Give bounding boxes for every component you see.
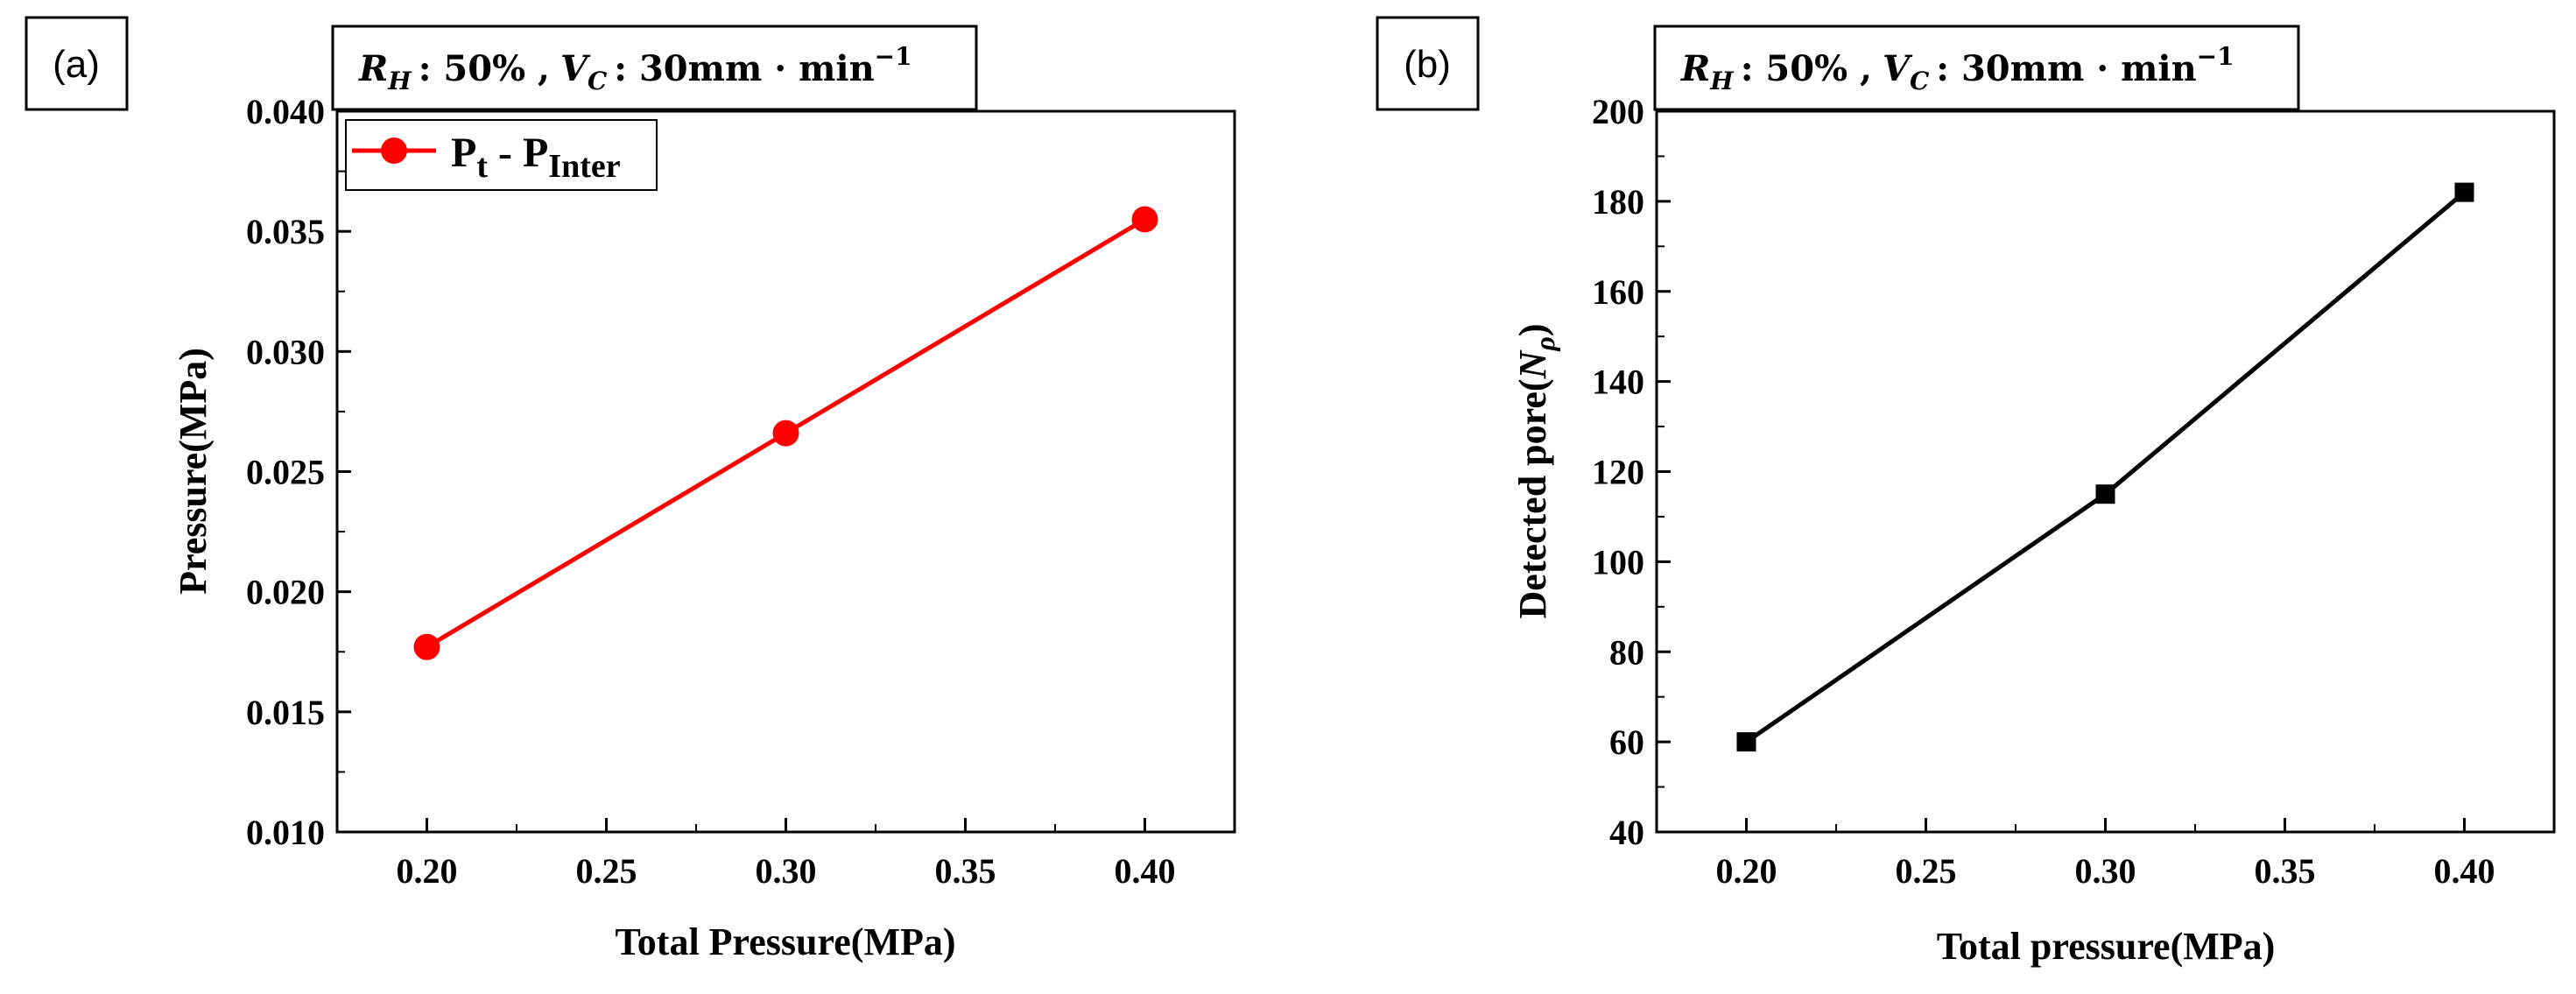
panel-b-data-point [1736, 732, 1756, 752]
panel-a-legend-label: Pt - PInter [451, 130, 621, 185]
panel-b-y-ticks: 40 60 80 100 120 140 160 180 200 [1592, 92, 1671, 852]
panel-b-condition-box [1653, 25, 2300, 111]
panel-b-y-tick-label: 200 [1592, 92, 1644, 131]
panel-b-condition-text: RH: 50% , VC: 30mm · min−1 [1680, 42, 2235, 95]
panel-a-x-tick-label: 0.20 [397, 851, 458, 891]
panel-a-label-box [25, 16, 129, 111]
panel-b-y-tick-label: 140 [1592, 363, 1644, 402]
panel-a-y-tick-label: 0.025 [246, 453, 325, 492]
panel-b-x-tick-label: 0.35 [2255, 851, 2316, 891]
panel-a-condition-text: RH: 50% , VC: 30mm · min−1 [358, 42, 912, 95]
panel-a-data-point [772, 419, 799, 447]
panel-a-plot-frame [335, 109, 1236, 834]
panel-b-y-tick-label: 180 [1592, 182, 1644, 222]
panel-a-y-tick-label: 0.035 [246, 212, 325, 251]
panel-b-y-tick-label: 80 [1609, 632, 1644, 672]
panel-a-y-tick-label: 0.020 [246, 573, 325, 612]
panel-b-label: (b) [1404, 43, 1451, 86]
panel-b-plot-frame [1655, 109, 2556, 834]
panel-a-x-tick-label: 0.25 [576, 851, 637, 891]
panel-a-x-axis-label: Total Pressure(MPa) [615, 920, 955, 963]
panel-a-data-point [413, 633, 440, 660]
panel-b-y-tick-label: 40 [1609, 813, 1644, 852]
panel-a-y-ticks: 0.010 0.015 0.020 0.025 0.030 0.035 0.040 [246, 92, 351, 852]
panel-b-data-point [2095, 484, 2115, 504]
panel-b-x-ticks: 0.20 0.25 0.30 0.35 0.40 [1716, 818, 2495, 891]
panel-b-y-axis-label: Detected pore(Nρ) [1511, 324, 1560, 619]
panel-a: (a) RH: 50% , VC: 30mm · min−1 0.20 0.25 0.… [25, 16, 1236, 963]
panel-a-data-point [1131, 206, 1158, 233]
panel-a-condition-box [331, 25, 978, 111]
panel-b-y-tick-label: 60 [1609, 723, 1644, 762]
panel-a-x-ticks: 0.20 0.25 0.30 0.35 0.40 [397, 818, 1176, 891]
panel-b-x-tick-label: 0.20 [1716, 851, 1777, 891]
panel-a-legend: Pt - PInter [345, 119, 658, 191]
panel-b-x-axis-label: Total pressure(MPa) [1937, 925, 2276, 968]
panel-b-series [1736, 182, 2474, 752]
panel-a-x-tick-label: 0.35 [935, 851, 996, 891]
panel-a-legend-marker [381, 137, 407, 164]
panel-b-series-line [1745, 190, 2467, 744]
panel-b: (b) RH: 50% , VC: 30mm · min−1 0.20 0.25 0.… [1376, 16, 2556, 968]
panel-b-y-tick-label: 160 [1592, 272, 1644, 312]
panel-b-y-tick-label: 100 [1592, 542, 1644, 582]
panel-b-y-tick-label: 120 [1592, 453, 1644, 492]
panel-a-x-tick-label: 0.30 [756, 851, 817, 891]
panel-a-label: (a) [53, 43, 100, 86]
panel-a-y-tick-label: 0.030 [246, 332, 325, 371]
panel-b-x-tick-label: 0.30 [2075, 851, 2136, 891]
panel-a-x-tick-label: 0.40 [1115, 851, 1176, 891]
panel-a-series [413, 206, 1158, 660]
panel-b-x-tick-label: 0.40 [2434, 851, 2495, 891]
panel-b-label-box [1376, 16, 1480, 111]
panel-a-y-axis-label: Pressure(MPa) [172, 348, 215, 595]
panel-a-y-tick-label: 0.040 [246, 92, 325, 131]
panel-a-y-tick-label: 0.015 [246, 693, 325, 732]
panel-b-x-tick-label: 0.25 [1896, 851, 1957, 891]
panel-b-data-point [2454, 182, 2474, 202]
panel-a-y-tick-label: 0.010 [246, 813, 325, 852]
